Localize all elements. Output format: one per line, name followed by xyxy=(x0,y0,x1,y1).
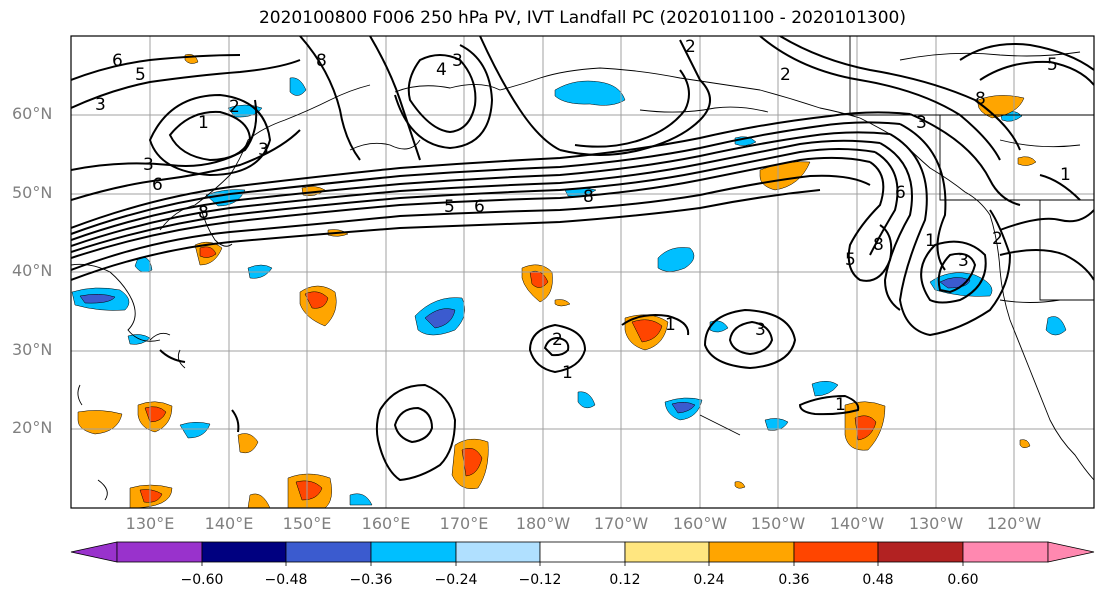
contour-label: 3 xyxy=(958,251,969,271)
contour-label: 6 xyxy=(474,197,485,217)
lat-label: 40°N xyxy=(12,261,53,280)
lon-label: 160°W xyxy=(672,514,728,533)
lon-label: 150°W xyxy=(750,514,806,533)
colorbar-segment xyxy=(370,541,457,563)
lon-label: 130°E xyxy=(125,514,175,533)
lon-label: 170°W xyxy=(593,514,649,533)
colorbar-segment xyxy=(708,541,795,563)
colorbar-segment xyxy=(793,541,879,563)
lon-label: 160°E xyxy=(361,514,411,533)
colorbar-segment xyxy=(116,541,203,563)
colorbar-segment xyxy=(962,541,1049,563)
coastlines xyxy=(71,36,1094,501)
contour-label: 3 xyxy=(916,113,927,133)
contour-label: 5 xyxy=(845,250,856,270)
lon-label: 140°E xyxy=(204,514,254,533)
lat-label: 60°N xyxy=(12,104,53,123)
contour-label: 5 xyxy=(444,197,455,217)
contour-label: 1 xyxy=(665,315,676,335)
contour-label-group: 6 5 3 2 1 3 6 8 8 3 4 3 2 8 5 6 8 3 2 5 … xyxy=(95,37,1071,415)
contour-label: 4 xyxy=(436,60,447,80)
colorbar-tick-label: −0.36 xyxy=(349,572,393,588)
contour-label: 8 xyxy=(198,203,209,223)
contour-label: 8 xyxy=(873,235,884,255)
contour-label: 2 xyxy=(780,65,791,85)
colorbar-tick-label: −0.12 xyxy=(518,572,562,588)
lon-label: 150°E xyxy=(282,514,332,533)
colorbar-segment xyxy=(201,541,287,563)
lon-label: 170°E xyxy=(439,514,489,533)
contour-label: 6 xyxy=(152,175,163,195)
colorbar-segment xyxy=(1047,541,1095,563)
contour-label: 2 xyxy=(992,229,1003,249)
contour-label: 5 xyxy=(1047,55,1058,75)
map-plot-area: 6 5 3 2 1 3 6 8 8 3 4 3 2 8 5 6 8 3 2 5 … xyxy=(71,36,1094,508)
contour-label: 2 xyxy=(685,37,696,57)
plot-frame xyxy=(70,35,1095,509)
colorbar-segment xyxy=(455,541,541,563)
contour-label: 2 xyxy=(229,97,240,117)
contour-label: 5 xyxy=(135,65,146,85)
map-title: 2020100800 F006 250 hPa PV, IVT Landfall… xyxy=(258,8,906,28)
lon-label: 140°W xyxy=(829,514,885,533)
contour-label: 3 xyxy=(143,155,154,175)
contour-label: 8 xyxy=(975,89,986,109)
contour-label: 2 xyxy=(552,330,563,350)
pv-contours xyxy=(71,36,1094,482)
contour-label: 1 xyxy=(562,363,573,383)
lon-label: 130°W xyxy=(908,514,964,533)
colorbar-segment xyxy=(539,541,626,563)
contour-label: 6 xyxy=(112,51,123,71)
colorbar-tick-label: −0.48 xyxy=(264,572,308,588)
contour-label: 3 xyxy=(755,320,766,340)
colorbar-tick-label: 0.60 xyxy=(947,572,979,588)
contour-label: 3 xyxy=(258,140,269,160)
colorbar-tick-label: 0.36 xyxy=(778,572,810,588)
lat-label: 50°N xyxy=(12,183,53,202)
contour-label: 8 xyxy=(316,51,327,71)
colorbar-segment xyxy=(624,541,710,563)
lon-label: 120°W xyxy=(986,514,1042,533)
contour-label: 1 xyxy=(925,231,936,251)
lon-label: 180°W xyxy=(515,514,571,533)
contour-label: 3 xyxy=(452,51,463,71)
lat-label: 20°N xyxy=(12,418,53,437)
contour-label: 3 xyxy=(95,95,106,115)
lat-label: 30°N xyxy=(12,340,53,359)
colorbar xyxy=(70,541,1095,566)
colorbar-tick-label: 0.48 xyxy=(862,572,894,588)
contour-label: 1 xyxy=(835,395,846,415)
colorbar-segment xyxy=(877,541,964,563)
colorbar-segment xyxy=(285,541,372,563)
contour-label: 8 xyxy=(583,187,594,207)
colorbar-tick-label: −0.60 xyxy=(180,572,224,588)
contour-label: 1 xyxy=(198,113,209,133)
contour-label: 6 xyxy=(895,183,906,203)
colorbar-tick-label: −0.24 xyxy=(434,572,478,588)
contour-label: 1 xyxy=(1060,165,1071,185)
colorbar-tick-label: 0.12 xyxy=(609,572,641,588)
colorbar-tick-label: 0.24 xyxy=(693,572,725,588)
colorbar-segment xyxy=(70,541,118,563)
